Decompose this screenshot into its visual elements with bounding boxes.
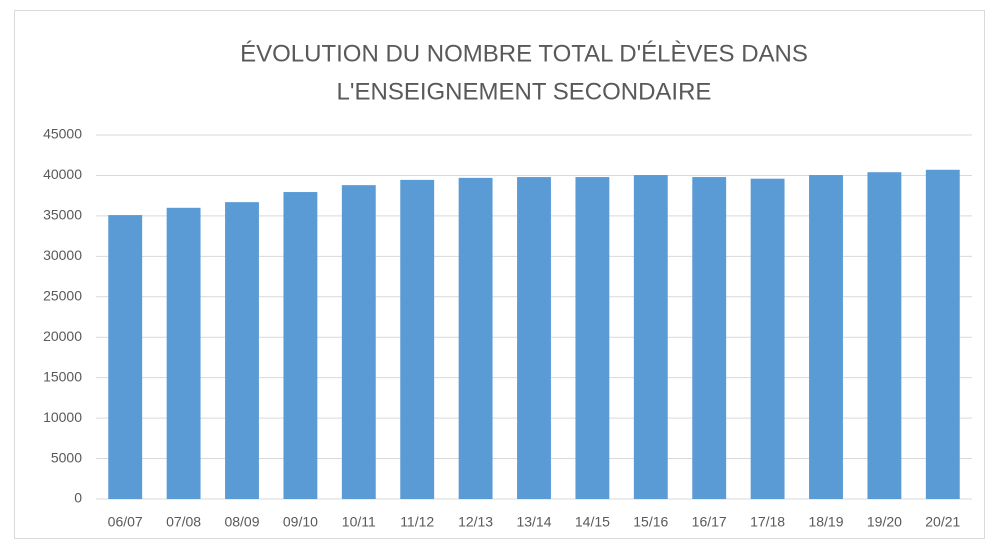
x-tick-label: 20/21 bbox=[925, 514, 960, 530]
x-tick-label: 11/12 bbox=[400, 514, 434, 530]
y-tick-label: 10000 bbox=[43, 409, 82, 425]
x-tick-label: 14/15 bbox=[575, 514, 610, 530]
x-tick-label: 16/17 bbox=[692, 514, 727, 530]
bar bbox=[458, 177, 493, 500]
x-tick-label: 06/07 bbox=[108, 514, 143, 530]
bar bbox=[750, 178, 785, 499]
bar bbox=[108, 215, 143, 499]
x-tick-label: 07/08 bbox=[166, 514, 201, 530]
bar bbox=[225, 202, 259, 500]
x-tick-label: 19/20 bbox=[867, 514, 902, 530]
bar bbox=[692, 177, 727, 499]
x-tick-label: 08/09 bbox=[224, 514, 259, 530]
bar bbox=[517, 177, 551, 499]
y-tick-label: 40000 bbox=[43, 166, 82, 182]
y-tick-label: 45000 bbox=[43, 126, 82, 142]
y-tick-label: 15000 bbox=[43, 368, 82, 384]
x-tick-label: 13/14 bbox=[516, 514, 551, 530]
chart-title: L'ENSEIGNEMENT SECONDAIRE bbox=[337, 78, 712, 105]
x-tick-label: 17/18 bbox=[750, 514, 785, 530]
bar bbox=[809, 175, 843, 500]
bar bbox=[166, 207, 201, 500]
chart-title: ÉVOLUTION DU NOMBRE TOTAL D'ÉLÈVES DANS bbox=[240, 40, 808, 67]
y-tick-label: 0 bbox=[74, 490, 82, 506]
bar bbox=[400, 179, 435, 500]
y-tick-label: 35000 bbox=[43, 207, 82, 223]
x-tick-label: 15/16 bbox=[633, 514, 668, 530]
x-tick-label: 12/13 bbox=[458, 514, 493, 530]
bar bbox=[633, 175, 668, 500]
x-tick-label: 10/11 bbox=[342, 514, 376, 530]
x-tick-label: 18/19 bbox=[808, 514, 843, 530]
bar bbox=[341, 185, 376, 499]
y-tick-label: 20000 bbox=[43, 328, 82, 344]
x-tick-label: 09/10 bbox=[283, 514, 318, 530]
y-tick-label: 25000 bbox=[43, 287, 82, 303]
bar bbox=[575, 177, 610, 499]
y-tick-label: 5000 bbox=[51, 449, 82, 465]
y-tick-label: 30000 bbox=[43, 247, 82, 263]
bar bbox=[925, 169, 960, 499]
bar bbox=[867, 172, 902, 499]
bar bbox=[283, 192, 318, 499]
